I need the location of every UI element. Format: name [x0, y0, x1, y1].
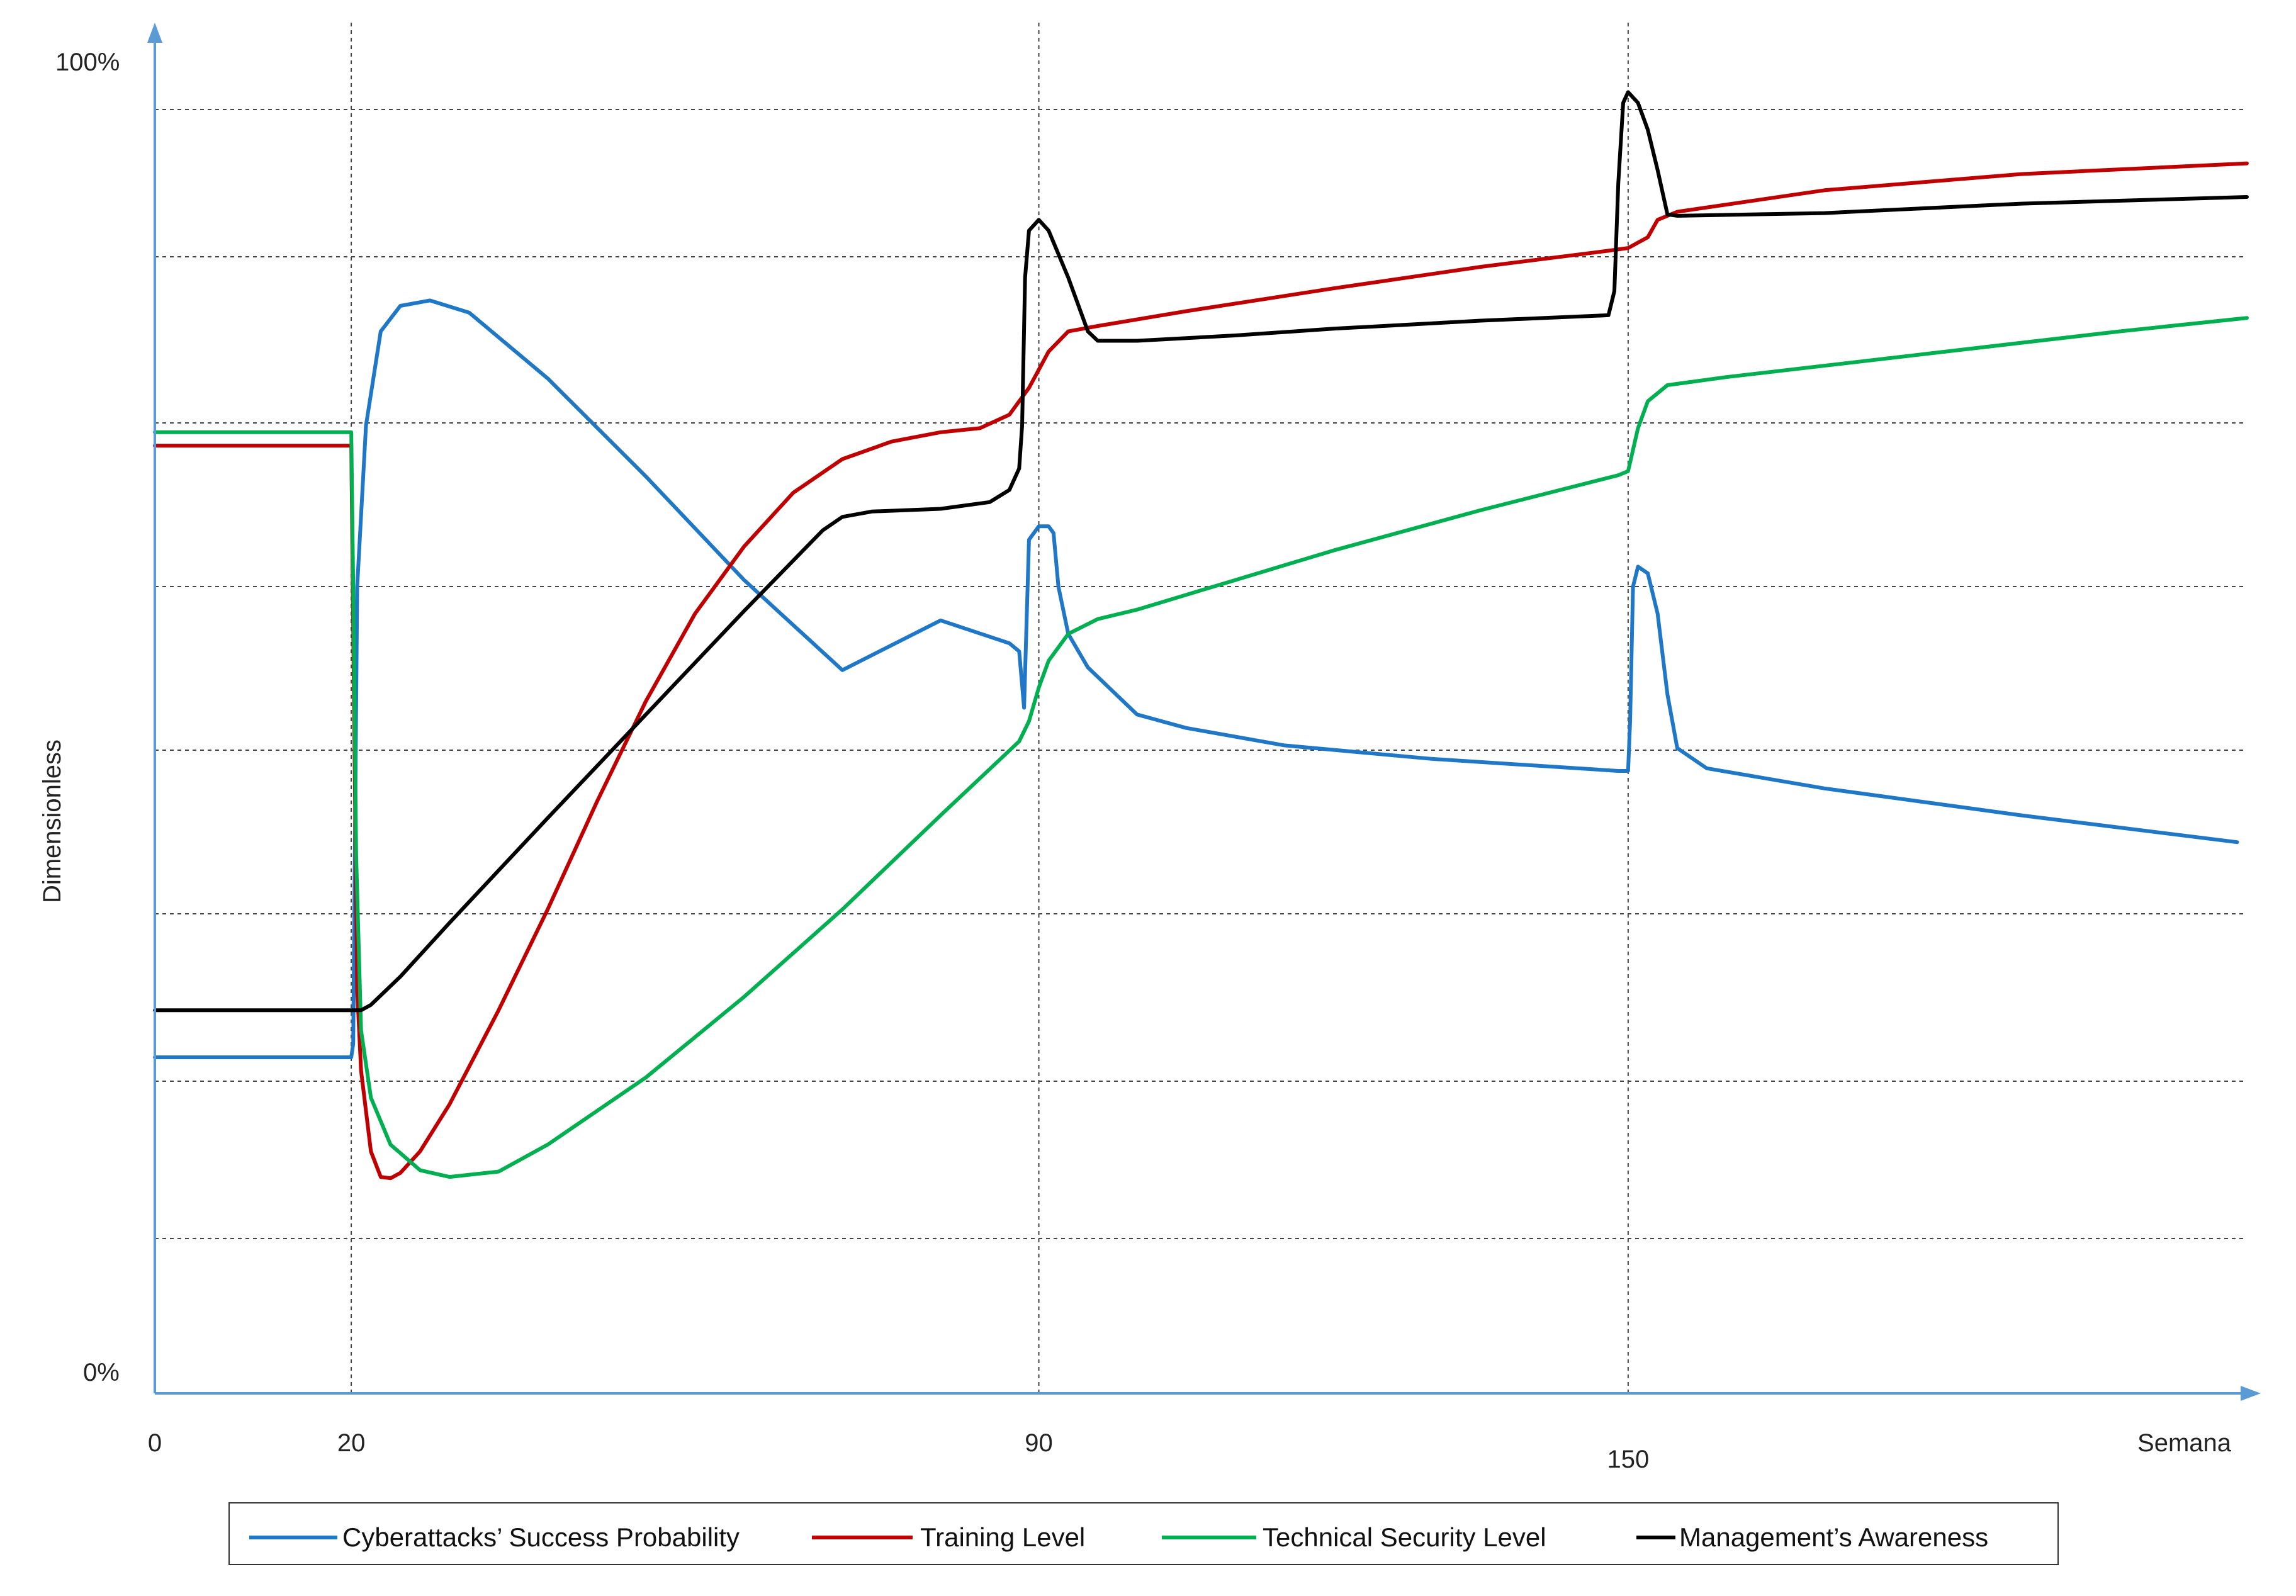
x-tick-label-20: 20: [337, 1429, 366, 1457]
y-axis-title: Dimensionless: [38, 739, 66, 903]
x-axis-arrow: [2241, 1386, 2261, 1401]
series-line-management: [153, 90, 2249, 1013]
x-axis-title: Semana: [2137, 1429, 2232, 1457]
axis-labels: 100% 0% Dimensionless Semana: [38, 48, 2232, 1457]
x-tick-label-90: 90: [1025, 1429, 1053, 1457]
legend-box: [228, 1502, 2059, 1565]
y-tick-label-bottom: 0%: [83, 1359, 120, 1386]
axes: [147, 23, 2261, 1401]
legend-label-training: Training Level: [920, 1522, 1085, 1552]
series-line-cyber: [153, 298, 2239, 1059]
series-lines: [153, 90, 2249, 1181]
legend-label-management: Management’s Awareness: [1679, 1522, 1988, 1552]
series-line-training: [153, 161, 2249, 1181]
legend-label-cyber: Cyberattacks’ Success Probability: [342, 1522, 740, 1552]
legend-label-technical: Technical Security Level: [1263, 1522, 1546, 1552]
grid-lines: [155, 23, 2247, 1393]
x-tick-label-150: 150: [1607, 1446, 1649, 1473]
y-axis-arrow: [147, 23, 162, 43]
y-tick-label-top: 100%: [55, 48, 120, 76]
series-line-technical: [153, 316, 2249, 1179]
x-tick-label-0: 0: [148, 1429, 162, 1457]
legend: Cyberattacks’ Success Probability Trainin…: [228, 1502, 2059, 1565]
x-tick-labels: 0 20 90 150: [148, 1429, 1649, 1473]
